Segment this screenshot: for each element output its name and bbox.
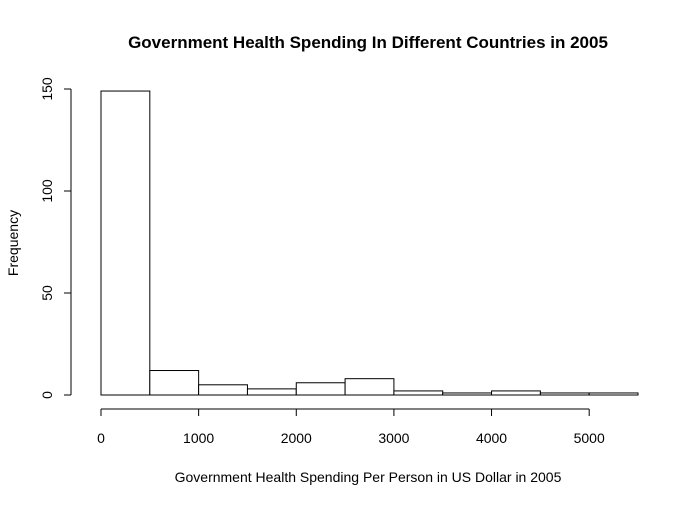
x-tick-label: 5000	[574, 430, 605, 446]
histogram-bars	[100, 90, 639, 396]
x-tick-label: 4000	[476, 430, 507, 446]
histogram-bar	[539, 392, 590, 396]
histogram-bar	[491, 390, 541, 396]
y-tick-label: 50	[39, 285, 55, 301]
histogram-bar	[198, 384, 248, 396]
chart-title: Government Health Spending In Different …	[128, 33, 608, 52]
histogram-bar	[295, 382, 346, 396]
x-axis-label: Government Health Spending Per Person in…	[175, 469, 562, 485]
x-tick-label: 0	[97, 430, 105, 446]
histogram-bar	[246, 388, 297, 396]
y-tick-label: 100	[39, 179, 55, 203]
y-tick-label: 0	[39, 391, 55, 399]
histogram-bar	[149, 370, 200, 396]
y-axis-label: Frequency	[5, 210, 21, 276]
x-axis: 0 1000 2000 3000 4000 5000	[97, 408, 605, 446]
histogram-bar	[100, 90, 151, 396]
y-axis: 0 50 100 150	[39, 77, 72, 399]
histogram-bar	[344, 378, 395, 396]
x-tick-label: 1000	[183, 430, 214, 446]
y-tick-label: 150	[39, 77, 55, 101]
x-tick-label: 2000	[281, 430, 312, 446]
histogram-bar	[393, 390, 444, 396]
histogram-bar	[442, 392, 493, 396]
histogram-bar	[588, 392, 639, 396]
x-tick-label: 3000	[378, 430, 409, 446]
